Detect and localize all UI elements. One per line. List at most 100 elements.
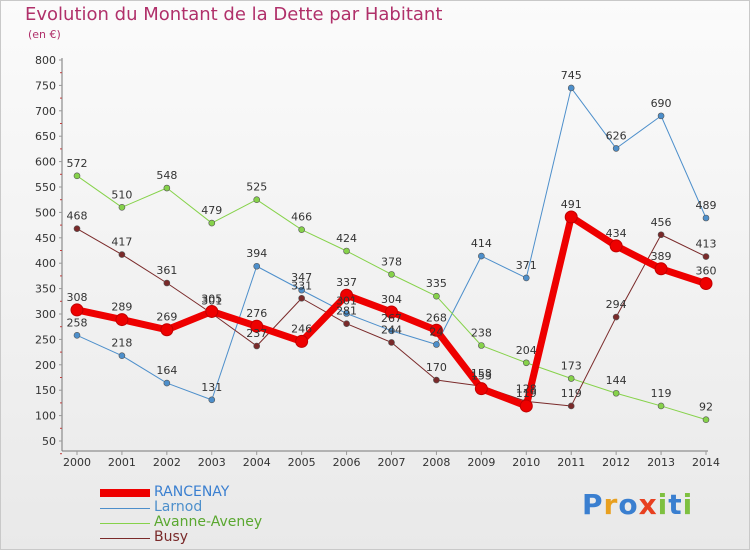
y-tick-label: 800 <box>35 54 56 67</box>
data-label: 289 <box>111 301 132 314</box>
data-label: 413 <box>696 238 717 251</box>
logo-letter: t <box>668 488 683 521</box>
logo-letter: x <box>638 488 658 521</box>
data-point <box>208 396 216 404</box>
data-label: 204 <box>516 344 537 357</box>
data-point <box>657 402 665 410</box>
data-point <box>253 342 261 350</box>
data-point <box>657 231 665 239</box>
x-tick-label: 2005 <box>288 456 316 469</box>
logo-letter: r <box>603 488 619 521</box>
data-label: 246 <box>291 322 312 335</box>
data-label: 525 <box>246 181 267 194</box>
data-point <box>73 172 81 180</box>
legend-swatch <box>100 538 150 539</box>
data-label: 572 <box>67 157 88 170</box>
legend-label: RANCENAY <box>154 484 230 500</box>
x-tick-label: 2003 <box>198 456 226 469</box>
data-label: 173 <box>561 360 582 373</box>
data-label: 360 <box>696 265 717 278</box>
data-point <box>519 399 533 413</box>
data-label: 119 <box>561 387 582 400</box>
data-label: 244 <box>381 323 402 336</box>
data-label: 131 <box>201 381 222 394</box>
data-point <box>295 334 309 348</box>
data-point <box>702 214 710 222</box>
data-point <box>612 389 620 397</box>
data-label: 479 <box>201 204 222 217</box>
data-label: 258 <box>67 316 88 329</box>
data-point <box>702 416 710 423</box>
data-point <box>522 359 530 367</box>
logo-letter: P <box>582 488 604 521</box>
data-label: 489 <box>696 199 717 212</box>
data-label: 276 <box>246 307 267 320</box>
x-tick-label: 2000 <box>63 456 91 469</box>
data-point <box>343 247 350 255</box>
y-tick-label: 700 <box>35 105 56 118</box>
x-tick-label: 2008 <box>422 456 450 469</box>
proxiti-logo: Proxiti <box>582 488 693 521</box>
data-label: 237 <box>246 327 267 340</box>
legend-label: Larnod <box>154 499 203 515</box>
y-tick-label: 50 <box>42 435 56 448</box>
data-point <box>340 288 354 302</box>
x-tick-label: 2014 <box>692 456 720 469</box>
data-label: 389 <box>651 250 672 263</box>
data-label: 347 <box>291 271 312 284</box>
data-point <box>388 339 395 346</box>
data-point <box>612 313 620 321</box>
legend-item: Avanne-Aveney <box>100 514 340 530</box>
legend-swatch <box>100 523 150 524</box>
x-tick-label: 2010 <box>512 456 540 469</box>
data-point <box>163 379 171 387</box>
y-tick-label: 150 <box>35 384 56 397</box>
y-tick-label: 400 <box>35 257 56 270</box>
data-point <box>73 225 81 232</box>
data-point <box>70 303 84 317</box>
data-point <box>657 112 665 120</box>
chart-legend: RANCENAY Larnod Avanne-Aveney Busy <box>100 484 340 545</box>
data-label: 491 <box>561 198 582 211</box>
legend-swatch <box>100 489 150 497</box>
data-point <box>298 226 305 233</box>
data-label: 153 <box>471 370 492 383</box>
data-point <box>118 352 126 359</box>
logo-letter: o <box>618 488 639 521</box>
data-label: 468 <box>67 210 88 223</box>
data-label: 158 <box>471 367 492 380</box>
data-label: 267 <box>381 312 402 325</box>
data-label: 305 <box>201 292 222 305</box>
data-point <box>433 376 440 384</box>
data-point <box>567 375 575 382</box>
x-tick-label: 2013 <box>647 456 675 469</box>
y-tick-label: 350 <box>35 283 56 296</box>
data-label: 690 <box>651 97 672 110</box>
data-point <box>118 204 126 211</box>
data-point <box>388 271 395 278</box>
data-point <box>253 262 261 270</box>
data-label: 268 <box>426 311 447 324</box>
x-tick-label: 2002 <box>153 456 181 469</box>
y-tick-label: 100 <box>35 410 56 423</box>
data-point <box>163 184 171 192</box>
data-point <box>343 310 350 317</box>
data-label: 308 <box>67 291 88 304</box>
data-label: 238 <box>471 326 492 339</box>
data-label: 414 <box>471 237 492 250</box>
y-tick-label: 500 <box>35 206 56 219</box>
data-point <box>522 274 530 282</box>
data-label: 361 <box>156 264 177 277</box>
data-label: 548 <box>156 169 177 182</box>
data-label: 119 <box>516 387 537 400</box>
y-tick-label: 750 <box>35 79 56 92</box>
data-point <box>385 305 398 319</box>
data-label: 394 <box>246 247 267 260</box>
data-point <box>205 304 219 318</box>
logo-letter: i <box>657 488 669 521</box>
x-tick-label: 2006 <box>333 456 361 469</box>
data-label: 378 <box>381 255 402 268</box>
legend-item: Busy <box>100 529 340 545</box>
data-label: 304 <box>381 293 402 306</box>
